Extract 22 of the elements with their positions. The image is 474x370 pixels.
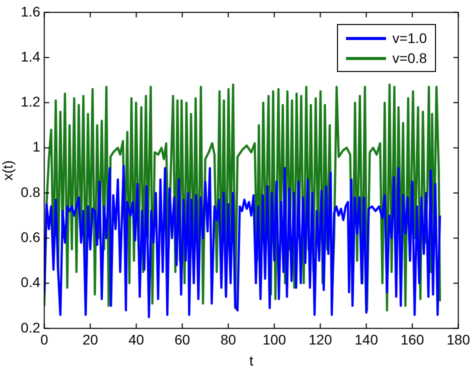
y-tick-label: 0.8 (20, 184, 40, 200)
x-tick-label: 140 (354, 332, 378, 348)
y-tick-label: 1.2 (20, 94, 40, 110)
x-tick-label: 160 (400, 332, 424, 348)
x-tick-label: 80 (220, 332, 236, 348)
y-tick-label: 0.4 (20, 274, 40, 290)
y-axis-title: x(t) (0, 160, 16, 181)
y-tick-label: 1.4 (20, 48, 40, 64)
x-tick-label: 0 (40, 332, 48, 348)
y-tick-label: 0.6 (20, 228, 40, 245)
x-axis-title: t (249, 352, 254, 368)
x-tick-label: 40 (128, 332, 144, 348)
x-tick-label: 100 (262, 332, 286, 348)
x-tick-label: 120 (308, 332, 332, 348)
x-tick-label: 60 (174, 332, 190, 348)
y-tick-label: 1 (32, 138, 40, 155)
y-tick-label: 0.2 (20, 319, 40, 336)
legend-label: v=0.8 (392, 50, 427, 66)
legend-label: v=1.0 (392, 30, 427, 46)
x-tick-label: 20 (82, 332, 98, 348)
y-tick-label: 1.6 (20, 3, 40, 20)
x-tick-label: 180 (446, 332, 470, 348)
